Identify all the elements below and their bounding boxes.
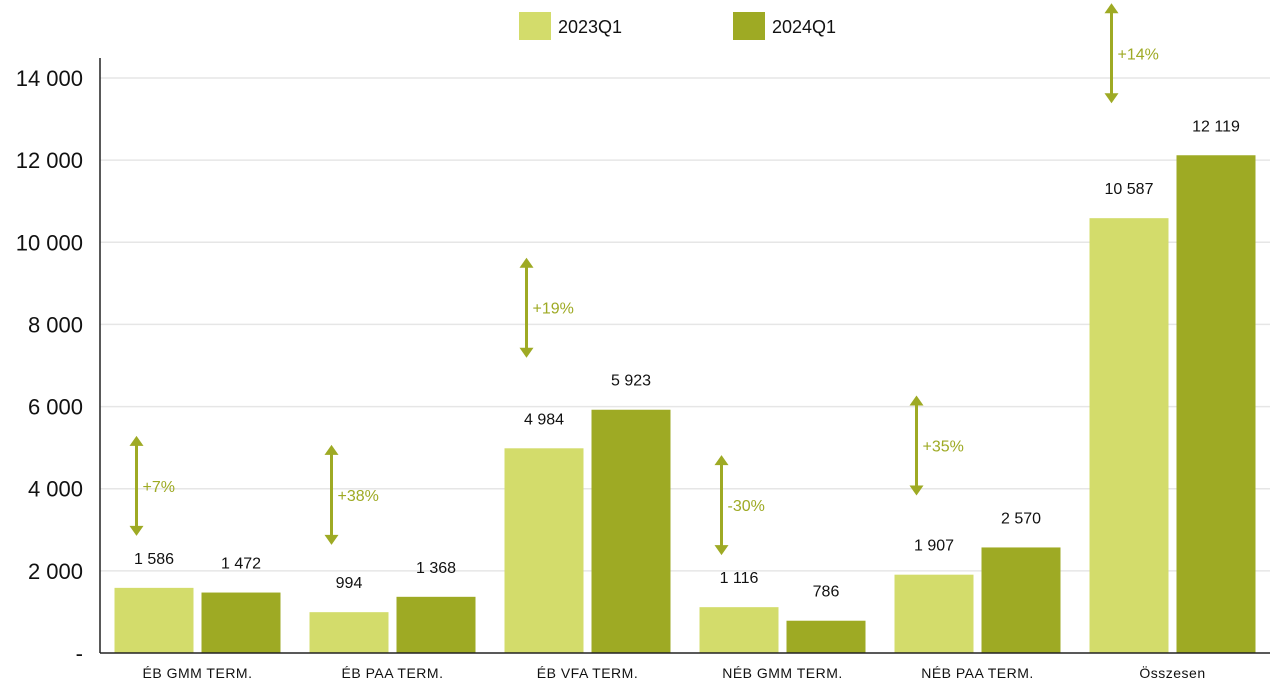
bar-2023q1-osszesen <box>1089 218 1169 653</box>
y-tick-label: 12 000 <box>16 148 83 173</box>
change-arrow-neb-gmm-term <box>714 455 729 556</box>
bar-2023q1-eb-gmm-term <box>114 587 194 653</box>
value-label-2023q1-eb-vfa-term: 4 984 <box>524 411 564 428</box>
value-label-2024q1-eb-gmm-term: 1 472 <box>221 556 261 573</box>
category-label-eb-vfa-term: ÉB VFA TERM. <box>537 665 638 681</box>
bar-2023q1-eb-vfa-term <box>504 448 584 653</box>
bar-2024q1-neb-paa-term <box>981 547 1061 653</box>
bar-2024q1-eb-gmm-term <box>201 592 281 653</box>
change-label-eb-paa-term: +38% <box>338 488 379 505</box>
value-label-2024q1-neb-gmm-term: 786 <box>813 584 840 601</box>
y-tick-label: - <box>76 641 83 666</box>
bar-2024q1-eb-paa-term <box>396 596 476 653</box>
value-label-2024q1-eb-vfa-term: 5 923 <box>611 373 651 390</box>
bar-2024q1-osszesen <box>1176 155 1256 653</box>
value-label-2023q1-osszesen: 10 587 <box>1105 181 1154 198</box>
change-arrows: +7% +38% +19% -30% +35% +14% <box>129 3 1159 556</box>
change-label-eb-gmm-term: +7% <box>143 479 175 496</box>
value-label-2023q1-eb-paa-term: 994 <box>336 575 363 592</box>
change-arrow-eb-paa-term <box>324 444 339 545</box>
legend: 2023Q1 2024Q1 <box>519 12 836 40</box>
change-arrow-eb-gmm-term <box>129 435 144 536</box>
value-label-2023q1-neb-gmm-term: 1 116 <box>720 570 759 587</box>
change-label-osszesen: +14% <box>1118 46 1159 63</box>
category-label-eb-paa-term: ÉB PAA TERM. <box>342 665 444 681</box>
y-tick-label: 8 000 <box>28 312 83 337</box>
category-label-neb-gmm-term: NÉB GMM TERM. <box>722 665 843 681</box>
y-tick-label: 10 000 <box>16 230 83 255</box>
value-label-2024q1-eb-paa-term: 1 368 <box>416 560 456 577</box>
bar-2024q1-eb-vfa-term <box>591 409 671 653</box>
gridlines <box>100 77 1270 572</box>
value-label-2023q1-neb-paa-term: 1 907 <box>914 538 954 555</box>
value-label-2024q1-osszesen: 12 119 <box>1192 118 1240 135</box>
y-tick-label: 14 000 <box>16 66 83 91</box>
change-label-neb-paa-term: +35% <box>923 438 964 455</box>
category-label-osszesen: Összesen <box>1139 664 1205 681</box>
category-label-neb-paa-term: NÉB PAA TERM. <box>921 665 1034 681</box>
change-label-neb-gmm-term: -30% <box>728 498 765 515</box>
change-arrow-neb-paa-term <box>909 395 924 496</box>
legend-swatch-2024q1 <box>733 12 765 40</box>
bar-2023q1-neb-gmm-term <box>699 607 779 653</box>
legend-label-2023q1: 2023Q1 <box>558 17 622 37</box>
bar-2023q1-neb-paa-term <box>894 574 974 653</box>
change-label-eb-vfa-term: +19% <box>533 301 574 318</box>
category-label-eb-gmm-term: ÉB GMM TERM. <box>143 665 253 681</box>
change-arrow-eb-vfa-term <box>519 257 534 358</box>
bar-2023q1-eb-paa-term <box>309 612 389 653</box>
bars: 1 586 1 472 994 1 368 4 984 5 923 1 116 786 1 90… <box>114 118 1256 653</box>
x-axis: ÉB GMM TERM. ÉB PAA TERM. ÉB VFA TERM. NÉB … <box>100 652 1270 681</box>
value-label-2023q1-eb-gmm-term: 1 586 <box>134 551 174 568</box>
legend-label-2024q1: 2024Q1 <box>772 17 836 37</box>
legend-swatch-2023q1 <box>519 12 551 40</box>
y-tick-label: 6 000 <box>28 395 83 420</box>
bar-2024q1-neb-gmm-term <box>786 620 866 653</box>
y-tick-label: 2 000 <box>28 559 83 584</box>
change-arrow-osszesen <box>1104 3 1119 104</box>
value-label-2024q1-neb-paa-term: 2 570 <box>1001 510 1041 527</box>
y-tick-label: 4 000 <box>28 477 83 502</box>
y-axis: - 2 000 4 000 6 000 8 000 10 000 12 000 14 000 <box>16 58 101 666</box>
